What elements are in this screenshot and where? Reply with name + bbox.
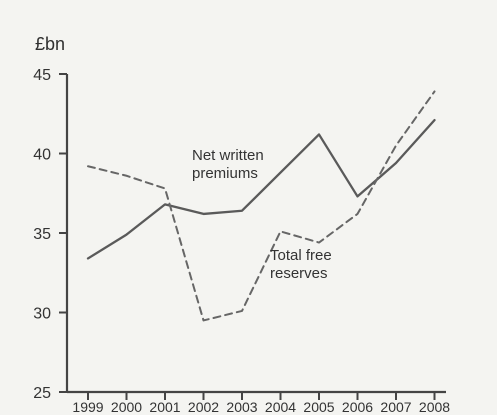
net-written-premiums-annotation: Net written premiums bbox=[192, 147, 264, 182]
y-axis-ticks: 25 30 35 40 45 bbox=[33, 67, 67, 402]
total-free-reserves-annotation: Total free reserves bbox=[270, 247, 332, 282]
x-axis-ticks: 1999 2000 2001 2002 2003 2004 2005 2006 2007 2008 bbox=[72, 392, 450, 415]
x-tick-label: 2008 bbox=[419, 399, 450, 415]
annotation-line: Net written bbox=[192, 147, 264, 164]
y-tick-label: 40 bbox=[33, 147, 51, 164]
y-tick-label: 45 bbox=[33, 67, 51, 84]
annotation-line: reserves bbox=[270, 265, 328, 282]
annotation-line: Total free bbox=[270, 247, 332, 264]
x-tick-label: 2006 bbox=[342, 399, 373, 415]
x-tick-label: 2004 bbox=[265, 399, 296, 415]
x-tick-label: 2002 bbox=[188, 399, 219, 415]
x-tick-label: 2003 bbox=[226, 399, 257, 415]
net-written-premiums-line bbox=[86, 118, 436, 260]
x-tick-label: 2007 bbox=[380, 399, 411, 415]
unit-label: £bn bbox=[35, 34, 65, 54]
y-tick-label: 25 bbox=[33, 385, 51, 402]
total-free-reserves-line bbox=[87, 90, 436, 322]
plot-series bbox=[86, 90, 436, 322]
y-tick-label: 35 bbox=[33, 226, 51, 243]
x-tick-label: 2000 bbox=[111, 399, 142, 415]
annotation-line: premiums bbox=[192, 165, 258, 182]
x-tick-label: 1999 bbox=[72, 399, 103, 415]
x-tick-label: 2001 bbox=[149, 399, 180, 415]
series-annotations: Net written premiums Total free reserves bbox=[192, 147, 332, 282]
y-tick-label: 30 bbox=[33, 306, 51, 323]
x-tick-label: 2005 bbox=[303, 399, 334, 415]
chart-axes bbox=[65, 74, 446, 394]
